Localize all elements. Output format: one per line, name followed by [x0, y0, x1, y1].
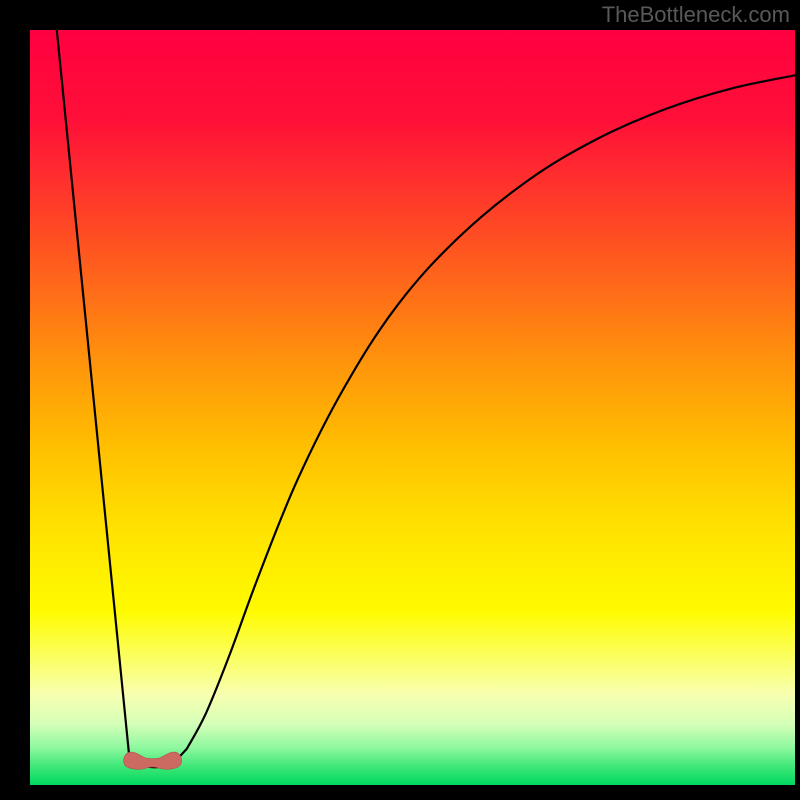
plot-area	[30, 30, 795, 785]
watermark-text: TheBottleneck.com	[602, 2, 790, 28]
bottleneck-curve	[30, 30, 795, 785]
optimal-point-marker	[122, 745, 183, 771]
